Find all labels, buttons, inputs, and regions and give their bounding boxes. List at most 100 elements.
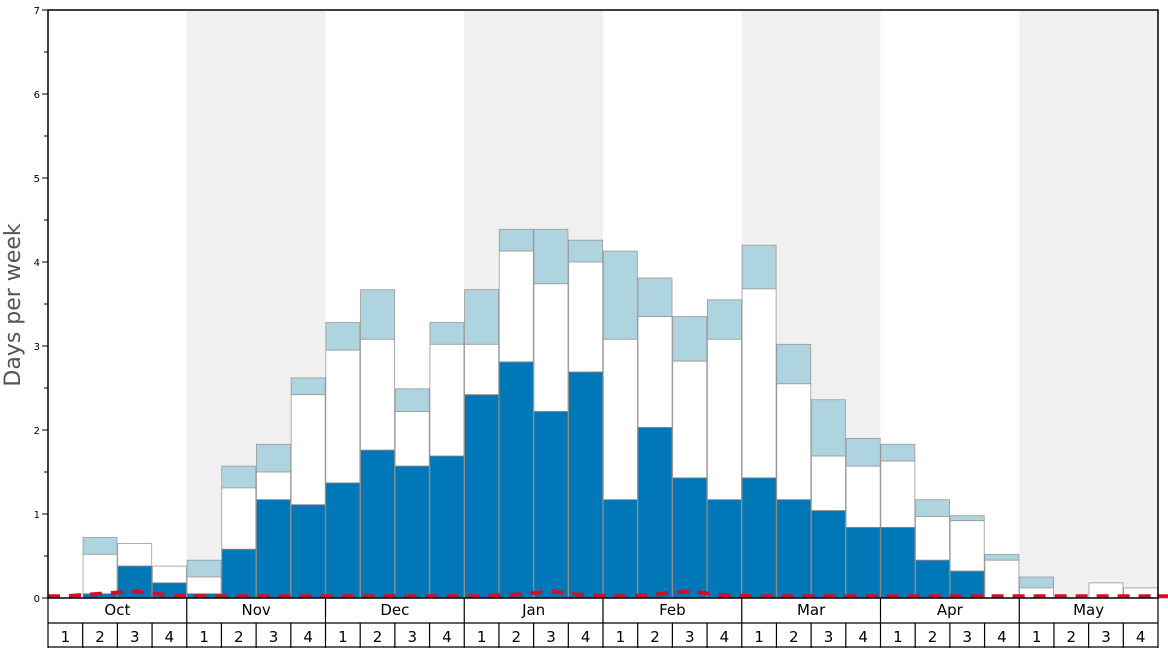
bar-segment-white — [741, 288, 777, 479]
week-label: 1 — [338, 628, 348, 646]
week-label: 3 — [1101, 628, 1111, 646]
bar-segment-dark — [915, 559, 950, 599]
average-dashed-line — [48, 589, 1168, 599]
bar-segment-light — [290, 377, 326, 396]
bar-segment-light — [186, 559, 222, 578]
bars-layer — [82, 228, 1159, 599]
week-label: 2 — [95, 628, 105, 646]
bar-segment-white — [672, 360, 708, 479]
bar-segment-white — [429, 343, 465, 457]
bar-segment-light — [949, 515, 985, 522]
y-tick-label: 7 — [34, 6, 40, 17]
bar-segment-white — [256, 471, 291, 501]
bar-segment-light — [707, 299, 742, 340]
week-label: 3 — [546, 628, 556, 646]
bar-segment-white — [880, 460, 916, 528]
y-tick-label: 1 — [34, 510, 40, 521]
week-label: 3 — [685, 628, 695, 646]
y-tick-label: 0 — [34, 594, 40, 605]
bar-segment-light — [1019, 576, 1054, 589]
bar-segment-light — [360, 289, 395, 340]
bar-segment-white — [221, 487, 257, 550]
bar-segment-light — [672, 316, 708, 362]
week-label: 1 — [754, 628, 764, 646]
bar-segment-white — [325, 349, 361, 484]
week-label: 3 — [269, 628, 279, 646]
week-label: 4 — [720, 628, 730, 646]
bar-segment-white — [984, 559, 1020, 599]
bar-segment-dark — [880, 527, 916, 599]
week-label: 2 — [1067, 628, 1077, 646]
bar-segment-white — [498, 250, 534, 363]
week-label: 3 — [962, 628, 972, 646]
bar-segment-dark — [568, 371, 604, 599]
bar-segment-white — [290, 394, 326, 506]
week-label: 3 — [130, 628, 140, 646]
week-label: 3 — [824, 628, 834, 646]
bar-segment-white — [464, 343, 499, 396]
bar-segment-white — [811, 455, 846, 512]
bar-segment-light — [637, 277, 673, 317]
bar-segment-light — [498, 228, 534, 252]
bar-segment-dark — [221, 548, 257, 599]
bar-segment-light — [845, 437, 881, 467]
y-tick-label: 2 — [34, 426, 40, 437]
week-label: 2 — [512, 628, 522, 646]
bar-segment-white — [568, 261, 604, 373]
dashed-line-layer — [48, 589, 1168, 599]
bar-segment-white — [152, 565, 187, 584]
bar-segment-white — [637, 316, 673, 428]
y-tick-label: 6 — [34, 90, 40, 101]
bar-segment-white — [82, 553, 118, 595]
week-label: 4 — [581, 628, 591, 646]
week-label: 2 — [789, 628, 799, 646]
bar-segment-white — [360, 338, 395, 451]
week-label: 4 — [442, 628, 452, 646]
bar-segment-dark — [776, 499, 812, 599]
week-label: 3 — [407, 628, 417, 646]
bar-segment-white — [845, 465, 881, 528]
bar-segment-white — [776, 383, 812, 501]
axis-layer: 0 1 2 3 4 5 6 7 Oct 1 2 3 4 Nov 1 2 3 4 Dec 1 2 3 4 Jan 1 2 3 4 Feb 1… — [34, 6, 1159, 648]
month-label: Oct — [104, 601, 130, 619]
y-axis-label: Days per week — [1, 223, 26, 386]
week-label: 2 — [650, 628, 660, 646]
y-tick-label: 5 — [34, 174, 40, 185]
bar-segment-white — [949, 520, 985, 572]
bar-segment-light — [325, 322, 361, 351]
bar-segment-white — [602, 338, 638, 501]
week-label: 1 — [477, 628, 487, 646]
week-label: 1 — [893, 628, 903, 646]
bar-segment-white — [707, 338, 742, 501]
bar-segment-dark — [498, 361, 534, 599]
bar-segment-dark — [672, 477, 708, 599]
bar-segment-light — [82, 537, 118, 555]
bar-segment-dark — [637, 427, 673, 599]
week-label: 1 — [1032, 628, 1042, 646]
week-label: 2 — [373, 628, 383, 646]
week-label: 1 — [199, 628, 209, 646]
month-label: Mar — [797, 601, 826, 619]
bar-segment-dark — [394, 465, 430, 599]
bar-segment-dark — [429, 455, 465, 599]
bar-segment-light — [568, 239, 604, 263]
bar-segment-white — [186, 576, 222, 595]
y-tick-label: 3 — [34, 342, 40, 353]
bar-segment-dark — [290, 504, 326, 599]
bar-segment-light — [602, 250, 638, 340]
week-label: 4 — [165, 628, 175, 646]
bar-segment-light — [915, 499, 950, 517]
bar-segment-white — [394, 411, 430, 467]
bar-segment-light — [256, 443, 291, 473]
month-label: Apr — [937, 601, 964, 619]
week-label: 4 — [858, 628, 868, 646]
bar-segment-dark — [464, 394, 499, 599]
bar-segment-dark — [741, 477, 777, 599]
month-label: Dec — [380, 601, 409, 619]
bar-segment-light — [984, 553, 1020, 561]
bar-segment-dark — [845, 527, 881, 599]
month-label: May — [1073, 601, 1104, 619]
bar-segment-light — [741, 244, 777, 290]
